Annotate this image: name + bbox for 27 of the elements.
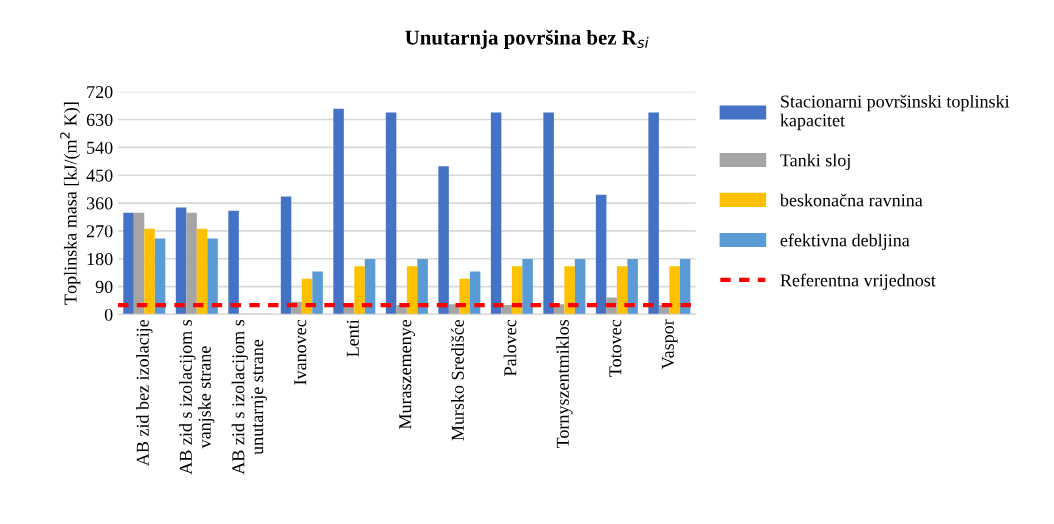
y-axis-title: Toplinska masa [kJ/(m$^{2}$ K)] (60, 102, 81, 305)
x-tick-label: AB zid s izolacijom s unutarnje strane (231, 319, 267, 475)
y-tick-label: 630 (86, 113, 113, 126)
legend-label: Stacionarni površinski toplinski kapacitet (780, 94, 1010, 131)
chart-title: Unutarnja površina bez R$_{si}$ (405, 29, 649, 49)
x-tick-label: Palovec (503, 319, 517, 376)
y-tick-label: 270 (86, 225, 113, 238)
x-tick-label: Totovec (609, 319, 622, 377)
y-tick-label: 450 (86, 169, 113, 182)
x-tick-label: Ivanovec (294, 319, 307, 385)
legend-label: beskonačna ravnina (779, 193, 923, 207)
x-tick-label: Tornyszentmiklos (556, 319, 573, 449)
x-tick-label: Lenti (346, 319, 359, 357)
legend-label: Tanki sloj (780, 153, 850, 171)
y-tick-label: 90 (95, 280, 113, 293)
y-tick-label: 180 (87, 252, 113, 266)
y-tick-label: 360 (86, 197, 113, 210)
y-tick-label: 720 (87, 85, 113, 99)
legend-label: efektivna debljina (780, 233, 910, 251)
y-tick-label: 0 (104, 308, 113, 321)
x-tick-label: AB zid s izolacijom s vanjske strane (179, 319, 215, 475)
legend-label: Referentna vrijednost (780, 273, 936, 291)
y-tick-label: 540 (87, 141, 113, 154)
x-tick-label: Vaspor (661, 319, 678, 370)
x-tick-label: Muraszemenye (399, 319, 416, 430)
x-tick-label: Mursko Središće (451, 319, 464, 441)
x-tick-label: AB zid bez izolacije (136, 319, 153, 466)
